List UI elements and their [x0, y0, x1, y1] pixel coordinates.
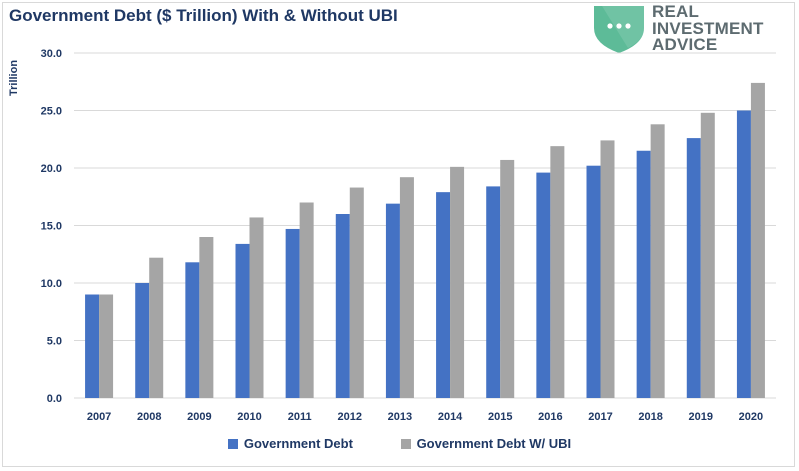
x-tick-label: 2016 — [538, 411, 562, 423]
bar-government-debt-ubi-2016 — [550, 146, 565, 398]
bar-government-debt-2019 — [686, 138, 701, 398]
bar-government-debt-ubi-2011 — [299, 202, 314, 398]
bar-government-debt-2012 — [335, 214, 350, 398]
x-tick-label: 2007 — [87, 411, 111, 423]
x-tick-label: 2017 — [588, 411, 612, 423]
bar-government-debt-2014 — [436, 192, 451, 398]
y-tick-label: 25.0 — [41, 106, 62, 118]
logo: REAL INVESTMENT ADVICE — [590, 2, 790, 54]
x-tick-label: 2010 — [237, 411, 261, 423]
bar-government-debt-ubi-2010 — [249, 217, 264, 398]
legend-swatch-government-debt-ubi — [400, 439, 411, 449]
y-tick-label: 30.0 — [41, 48, 62, 60]
x-tick-label: 2009 — [187, 411, 211, 423]
bar-government-debt-ubi-2013 — [399, 177, 414, 398]
y-tick-label: 0.0 — [47, 393, 62, 405]
bar-government-debt-2017 — [586, 165, 601, 398]
bar-government-debt-2010 — [235, 243, 250, 398]
bar-government-debt-2013 — [385, 203, 400, 398]
legend-item-government-debt: Government Debt — [227, 436, 353, 451]
bar-government-debt-2018 — [636, 150, 651, 398]
bar-government-debt-ubi-2015 — [500, 159, 515, 398]
bar-government-debt-2009 — [185, 262, 200, 398]
bar-government-debt-ubi-2007 — [99, 294, 114, 398]
logo-line-real: REAL — [652, 2, 700, 21]
bar-government-debt-ubi-2019 — [700, 112, 715, 399]
bar-government-debt-2020 — [736, 110, 751, 398]
x-tick-label: 2011 — [288, 411, 312, 423]
x-tick-label: 2008 — [137, 411, 161, 423]
y-tick-label: 15.0 — [41, 221, 62, 233]
legend-label-government-debt: Government Debt — [243, 436, 353, 451]
x-tick-label: 2018 — [638, 411, 662, 423]
shield-logo-icon — [594, 6, 644, 53]
logo-text: REAL INVESTMENT ADVICE — [652, 2, 764, 54]
bar-government-debt-ubi-2018 — [650, 124, 665, 399]
x-tick-label: 2014 — [438, 411, 463, 423]
x-tick-label: 2019 — [689, 411, 713, 423]
legend-swatch-government-debt — [227, 439, 238, 449]
x-tick-label: 2013 — [388, 411, 412, 423]
bar-government-debt-ubi-2014 — [450, 166, 465, 398]
bar-government-debt-2011 — [285, 228, 300, 398]
bar-government-debt-2008 — [135, 283, 150, 398]
bar-government-debt-ubi-2008 — [149, 257, 164, 398]
bar-government-debt-ubi-2017 — [600, 140, 615, 398]
x-tick-label: 2012 — [338, 411, 362, 423]
bar-government-debt-ubi-2020 — [750, 82, 765, 399]
legend-label-government-debt-ubi: Government Debt W/ UBI — [416, 436, 572, 451]
y-tick-label: 20.0 — [41, 163, 62, 175]
legend-item-government-debt-ubi: Government Debt W/ UBI — [400, 436, 572, 451]
bar-government-debt-ubi-2012 — [349, 187, 364, 398]
logo-line-investment: INVESTMENT — [652, 18, 764, 38]
bar-government-debt-2007 — [85, 294, 100, 398]
y-tick-label: 10.0 — [41, 278, 62, 290]
bar-government-debt-ubi-2009 — [199, 237, 214, 398]
logo-line-advice: ADVICE — [652, 35, 718, 54]
x-tick-label: 2020 — [739, 411, 763, 423]
y-tick-label: 5.0 — [47, 336, 62, 348]
bar-government-debt-2016 — [536, 172, 551, 398]
legend: Government Debt Government Debt W/ UBI — [0, 436, 799, 451]
chart-title: Government Debt ($ Trillion) With & With… — [9, 6, 398, 25]
x-tick-label: 2015 — [488, 411, 512, 423]
bar-government-debt-2015 — [486, 186, 501, 398]
